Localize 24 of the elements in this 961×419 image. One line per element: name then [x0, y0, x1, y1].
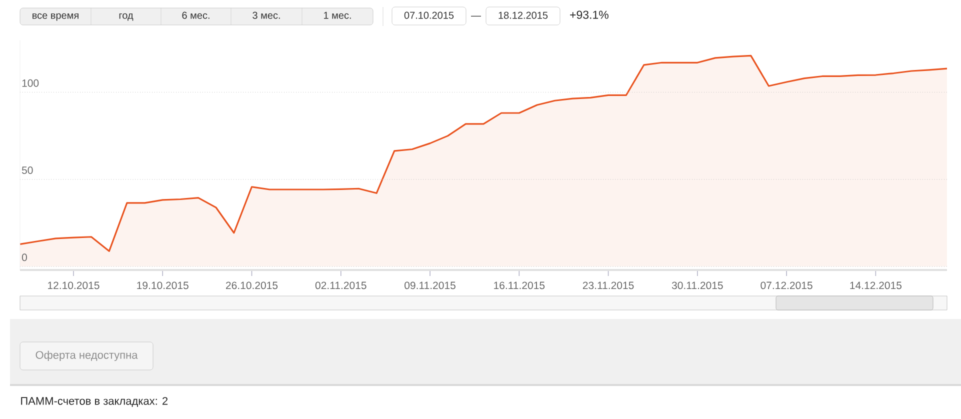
text: ПАММ-счетов в закладках: 2: [21, 397, 168, 407]
y-tick-label: 0: [22, 254, 27, 262]
y-tick-label: 50: [22, 166, 33, 174]
x-tick-label: 19.10.2015: [137, 282, 188, 290]
x-tick-label: 30.11.2015: [672, 282, 723, 290]
text: 3 мес.: [252, 12, 280, 19]
text: Оферта недоступна: [36, 350, 138, 362]
text: 07.10.2015: [404, 12, 454, 19]
text: все время: [32, 13, 78, 21]
x-tick-label: 07.12.2015: [760, 282, 812, 290]
text: год: [119, 13, 134, 21]
x-tick-label: 26.10.2015: [226, 282, 278, 290]
x-tick-label: 12.10.2015: [48, 282, 100, 290]
x-tick-label: 16.11.2015: [494, 282, 545, 290]
y-tick-label: 100: [22, 79, 39, 87]
text: 6 мес.: [182, 12, 210, 19]
text: —: [471, 16, 482, 17]
x-tick-label: 14.12.2015: [850, 282, 902, 290]
text: 18.12.2015: [498, 12, 548, 19]
text: +93.1%: [570, 10, 608, 19]
text: 1 мес.: [324, 12, 351, 19]
x-tick-label: 23.11.2015: [582, 282, 634, 290]
x-tick-label: 02.11.2015: [315, 282, 366, 290]
x-tick-label: 09.11.2015: [404, 282, 456, 290]
